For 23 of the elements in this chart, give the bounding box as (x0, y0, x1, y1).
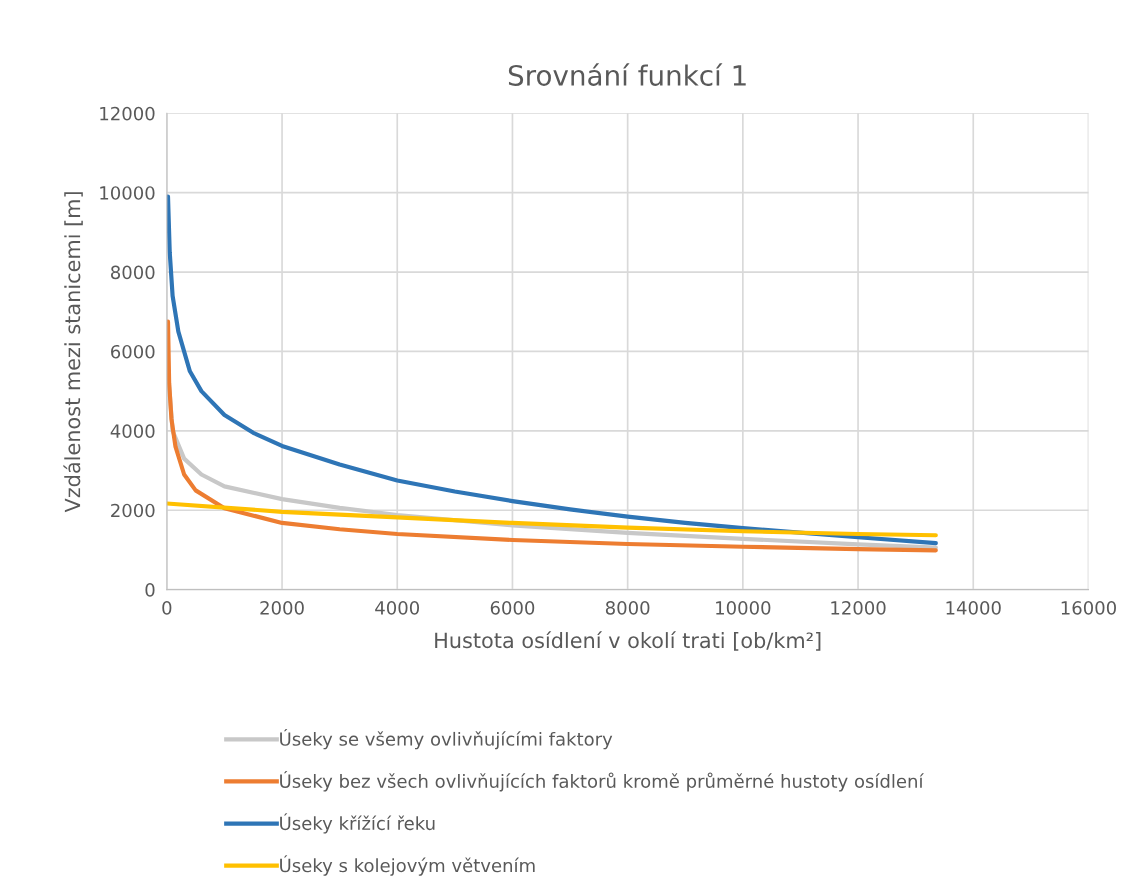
x-tick-label: 12000 (831, 601, 886, 615)
y-tick-label: 8000 (111, 265, 155, 280)
x-tick-label: 6000 (490, 601, 535, 615)
x-tick-label: 14000 (946, 601, 1001, 615)
y-tick-label: 6000 (111, 344, 155, 359)
legend-label: Úseky bez všech ovlivňujících faktorů kromě průměrné hustoty osídlení (280, 771, 924, 792)
chart-title: Srovnání funkcí 1 (508, 63, 746, 86)
legend-label: Úseky se všemy ovlivňujícími faktory (280, 728, 613, 750)
y-tick-label: 0 (145, 583, 155, 597)
y-tick-label: 2000 (111, 503, 155, 518)
x-tick-label: 16000 (1061, 601, 1116, 615)
x-tick-label: 4000 (375, 601, 420, 615)
y-tick-label: 12000 (100, 106, 155, 121)
x-tick-label: 10000 (716, 601, 771, 615)
x-tick-label: 0 (162, 601, 172, 615)
y-axis-title: Vzdálenost mezi stanicemi [m] (63, 192, 83, 513)
x-tick-label: 8000 (605, 601, 650, 615)
x-tick-label: 2000 (260, 601, 304, 615)
legend-label: Úseky s kolejovým větvením (280, 855, 535, 876)
y-tick-label: 4000 (110, 424, 155, 438)
y-tick-label: 10000 (100, 186, 155, 200)
legend-label: Úseky křížící řeku (280, 813, 435, 834)
x-axis-title: Hustota osídlení v okolí trati [ob/km²] (435, 631, 821, 651)
